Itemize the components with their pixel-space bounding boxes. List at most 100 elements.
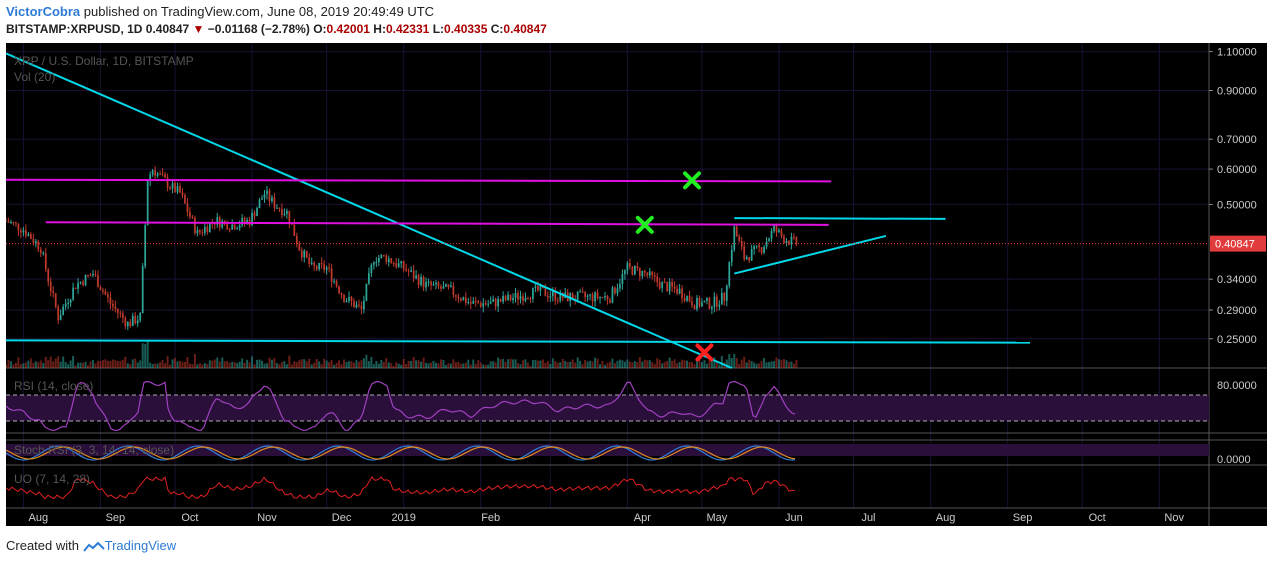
- candle-body: [795, 237, 798, 245]
- volume-bar: [442, 360, 445, 368]
- candle-body: [92, 274, 94, 276]
- candle-body: [551, 291, 554, 297]
- volume-bar: [390, 363, 393, 368]
- candle-body: [27, 233, 30, 236]
- volume-bar: [509, 358, 512, 368]
- candle-body: [59, 314, 62, 321]
- volume-bar: [256, 359, 259, 368]
- x-tick-label: Aug: [29, 512, 49, 524]
- candle-body: [770, 231, 773, 239]
- candle-body: [661, 282, 664, 289]
- candle-body: [788, 240, 790, 245]
- candle-body: [537, 286, 539, 291]
- tradingview-brand[interactable]: TradingView: [104, 538, 177, 553]
- volume-bar: [372, 364, 375, 368]
- low-label: L:: [432, 22, 445, 36]
- candle-body: [139, 313, 142, 321]
- candle-body: [253, 212, 256, 217]
- candle-body: [330, 268, 333, 282]
- volume-bar: [770, 361, 773, 368]
- candle-body: [753, 246, 756, 250]
- candle-body: [440, 286, 442, 289]
- time-axis[interactable]: Aug Sep Oct Nov Dec 2019 Feb Apr May Jun Jul Aug Sep…: [29, 512, 1185, 524]
- candle-body: [171, 182, 174, 189]
- volume-bar: [420, 361, 423, 368]
- volume-bar: [410, 361, 413, 368]
- candle-body: [174, 182, 176, 193]
- volume-bar: [335, 362, 338, 368]
- candle-body: [246, 219, 248, 223]
- volume-bar: [768, 361, 771, 368]
- volume-bar: [355, 360, 358, 368]
- volume-bar: [551, 358, 554, 368]
- last-price-tag-label: 0.40847: [1215, 239, 1255, 251]
- candle-body: [706, 298, 708, 301]
- volume-bar: [529, 365, 532, 368]
- cyan-trendline[interactable]: [6, 52, 733, 369]
- volume-bar: [330, 359, 333, 368]
- candle-body: [544, 288, 547, 296]
- volume-bar: [524, 359, 527, 368]
- volume-bar: [564, 360, 567, 368]
- volume-bar: [261, 360, 264, 368]
- candle-body: [290, 223, 293, 225]
- candle-body: [691, 301, 693, 306]
- volume-bar: [569, 361, 572, 368]
- candle-body: [651, 271, 654, 276]
- candle-body: [228, 229, 231, 231]
- candle-body: [124, 317, 127, 327]
- volume-bar: [208, 360, 211, 368]
- volume-bar: [633, 361, 636, 368]
- candle-body: [524, 298, 527, 301]
- volume-bar: [136, 362, 139, 368]
- volume-bar: [131, 359, 134, 368]
- candle-body: [350, 296, 353, 302]
- cyan-horizontal[interactable]: [6, 339, 1031, 344]
- volume-bars: [6, 341, 798, 368]
- volume-bar: [111, 359, 114, 368]
- cyan-horizontal[interactable]: [734, 217, 946, 220]
- author-name[interactable]: VictorCobra: [6, 4, 81, 19]
- magenta-horizontal[interactable]: [45, 221, 829, 226]
- candle-body: [604, 295, 606, 298]
- volume-bar: [504, 361, 507, 368]
- volume-bar: [611, 358, 614, 368]
- volume-bar: [775, 357, 778, 368]
- candle-body: [345, 300, 348, 303]
- volume-bar: [283, 361, 286, 368]
- y-tick-label: 0.50000: [1217, 199, 1257, 211]
- candle-body: [231, 224, 234, 230]
- volume-bar: [439, 359, 442, 368]
- candle-body: [715, 296, 718, 307]
- candle-body: [688, 296, 691, 302]
- volume-bar: [365, 354, 368, 368]
- x-tick-label: Oct: [1089, 512, 1106, 524]
- cyan-trendline[interactable]: [734, 234, 887, 275]
- candle-body: [678, 288, 681, 294]
- volume-bar: [725, 359, 728, 368]
- candle-body: [7, 220, 10, 223]
- volume-bar: [730, 358, 733, 368]
- candle-body: [487, 303, 490, 305]
- candle-body: [442, 286, 445, 289]
- volume-bar: [44, 356, 47, 368]
- tradingview-logo-icon: [82, 541, 105, 552]
- candle-body: [377, 257, 380, 263]
- volume-bar: [156, 363, 159, 368]
- volume-bar: [444, 365, 447, 368]
- volume-bar: [54, 358, 57, 368]
- candle-body: [54, 293, 57, 307]
- volume-bar: [549, 363, 552, 368]
- close-label: C:: [490, 22, 504, 36]
- volume-bar: [226, 361, 229, 368]
- price-chart[interactable]: 80.0000 0.0000 1.10000 0.90000 0.70000 0.600…: [6, 43, 1267, 526]
- price-axis[interactable]: 1.10000 0.90000 0.70000 0.60000 0.50000 0.340…: [1209, 47, 1266, 346]
- volume-bar: [494, 362, 497, 368]
- candle-body: [121, 313, 124, 318]
- volume-bar: [773, 361, 776, 368]
- volume-bar: [661, 363, 664, 368]
- open-label: O:: [313, 22, 327, 36]
- volume-bar: [616, 360, 619, 368]
- candle-body: [20, 230, 22, 233]
- candle-body: [631, 266, 634, 275]
